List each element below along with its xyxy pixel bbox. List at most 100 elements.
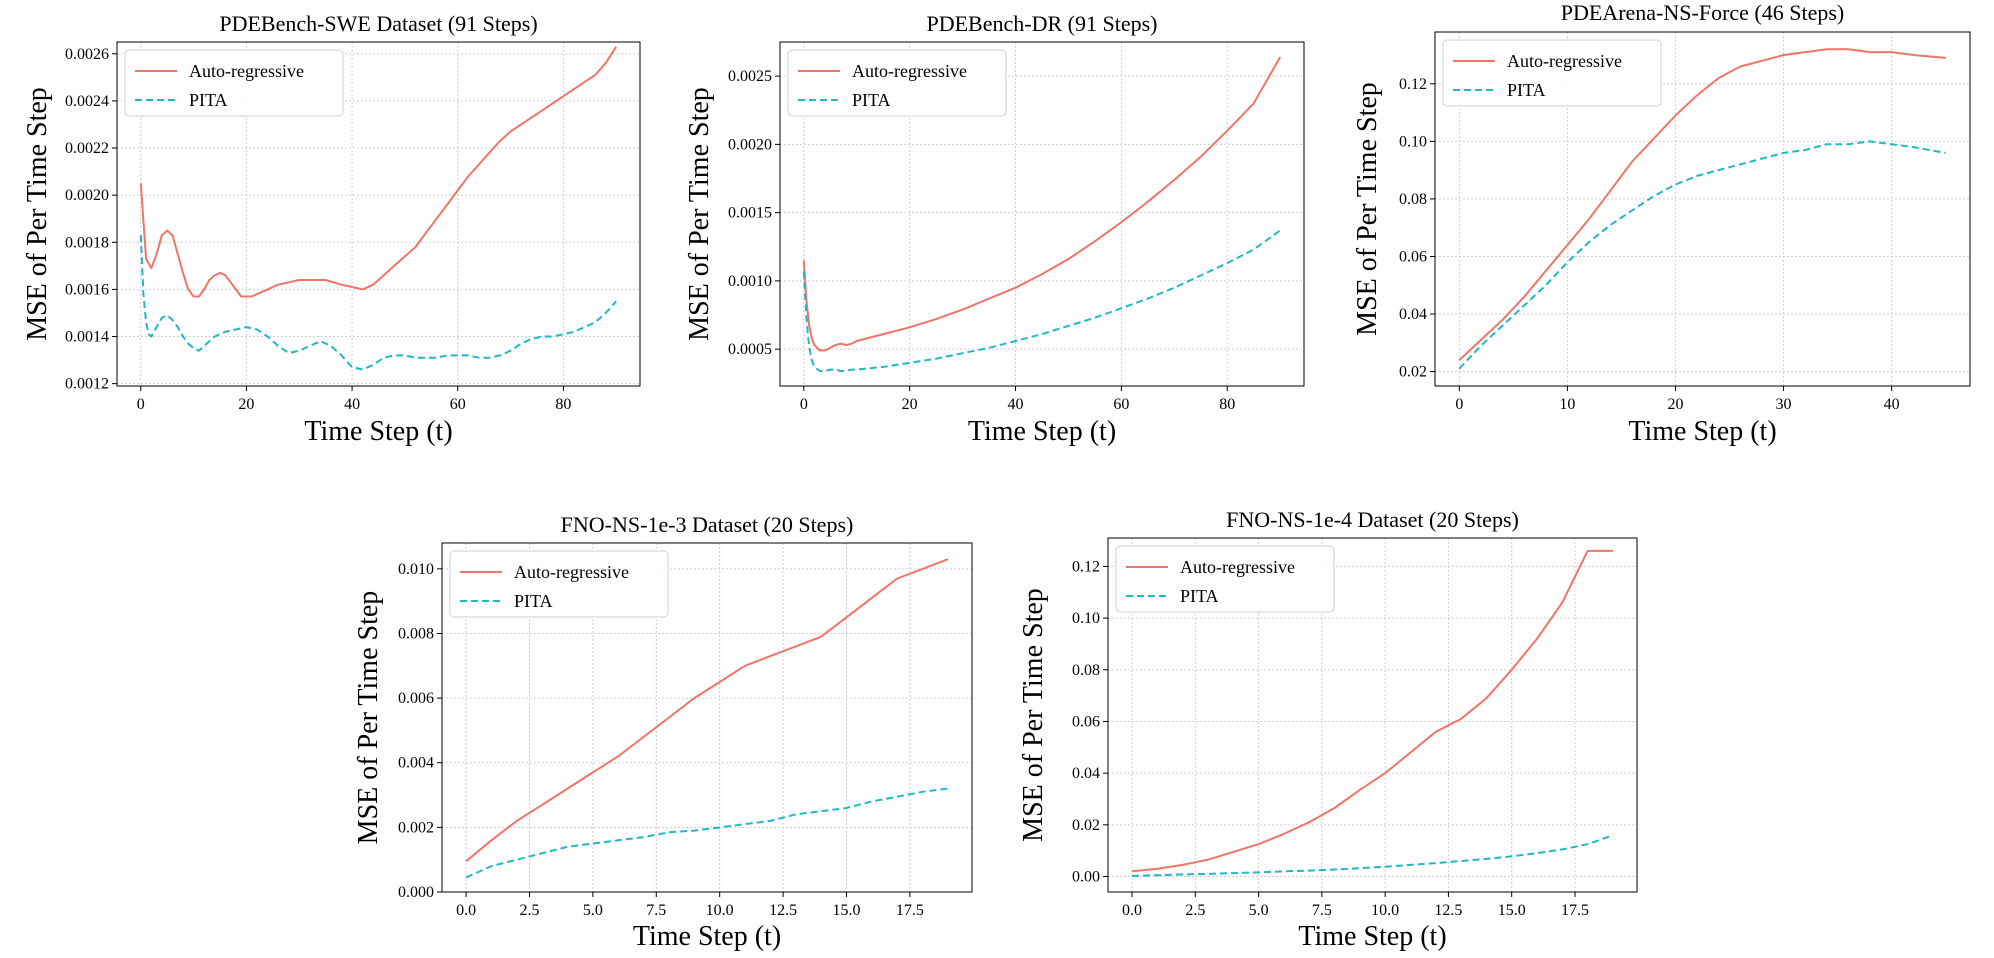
series-line-pita bbox=[465, 787, 949, 879]
y-tick-label: 0.0022 bbox=[65, 140, 109, 157]
x-tick-label: 30 bbox=[1776, 396, 1792, 413]
y-axis-label: MSE of Per Time Step bbox=[1352, 82, 1383, 336]
y-tick-label: 0.0020 bbox=[728, 136, 772, 153]
chart-title: PDEBench-SWE Dataset (91 Steps) bbox=[219, 11, 537, 36]
x-tick-label: 10 bbox=[1559, 396, 1575, 413]
y-tick-label: 0.010 bbox=[398, 561, 434, 578]
series-line-autoregressive bbox=[1131, 549, 1613, 873]
axes-frame bbox=[441, 542, 973, 893]
x-tick-label: 15.0 bbox=[1498, 902, 1526, 919]
series-line-pita bbox=[139, 235, 617, 371]
y-tick-label: 0.002 bbox=[398, 819, 434, 836]
legend-box bbox=[787, 49, 1007, 117]
chart-title: FNO-NS-1e-4 Dataset (20 Steps) bbox=[1226, 507, 1519, 532]
x-tick-label: 80 bbox=[555, 396, 571, 413]
axes-frame bbox=[1107, 537, 1638, 893]
x-tick-label: 0 bbox=[137, 396, 145, 413]
y-tick-label: 0.0005 bbox=[728, 341, 772, 358]
series-line-autoregressive bbox=[802, 56, 1282, 352]
x-tick-label: 40 bbox=[344, 396, 360, 413]
x-tick-label: 0.0 bbox=[1122, 902, 1142, 919]
y-tick-label: 0.0026 bbox=[65, 46, 109, 63]
legend-label-pita: PITA bbox=[189, 90, 228, 110]
x-tick-label: 5.0 bbox=[583, 902, 603, 919]
series-line-autoregressive bbox=[465, 558, 949, 863]
y-tick-label: 0.0015 bbox=[728, 205, 772, 222]
y-tick-label: 0.08 bbox=[1399, 191, 1427, 208]
legend-label-pita: PITA bbox=[1180, 586, 1219, 606]
y-tick-label: 0.10 bbox=[1399, 133, 1427, 150]
x-tick-label: 7.5 bbox=[646, 902, 666, 919]
chart-panel-1: 0 20 40 60 80 0.0012 0.0014 0.0016 0.0018 0.0020 0… bbox=[22, 11, 641, 447]
legend-box bbox=[1115, 545, 1335, 613]
x-axis-label: Time Step (t) bbox=[633, 921, 781, 952]
axes-frame bbox=[779, 41, 1305, 387]
series-line-pita bbox=[802, 229, 1281, 372]
x-tick-label: 7.5 bbox=[1312, 902, 1332, 919]
y-tick-label: 0.004 bbox=[398, 755, 434, 772]
y-axis-label: MSE of Per Time Step bbox=[22, 87, 53, 341]
x-tick-label: 12.5 bbox=[769, 902, 797, 919]
y-tick-label: 0.0016 bbox=[65, 281, 109, 298]
x-tick-label: 15.0 bbox=[832, 902, 860, 919]
chart-panel-3: 0 10 20 30 40 0.02 0.04 0.06 0.08 0.10 0.12 PDEAren… bbox=[1352, 0, 1971, 447]
x-axis-label: Time Step (t) bbox=[1628, 416, 1776, 447]
series-line-autoregressive bbox=[1458, 48, 1946, 361]
x-tick-label: 20 bbox=[1667, 396, 1683, 413]
x-tick-label: 40 bbox=[1884, 396, 1900, 413]
y-tick-label: 0.0025 bbox=[728, 68, 772, 85]
x-tick-label: 80 bbox=[1219, 396, 1235, 413]
chart-panel-5: 0.0 2.5 5.0 7.5 10.0 12.5 15.0 17.5 0.00 0.02 0.04… bbox=[1018, 507, 1638, 952]
x-tick-label: 10.0 bbox=[706, 902, 734, 919]
x-tick-label: 5.0 bbox=[1249, 902, 1269, 919]
y-axis-label: MSE of Per Time Step bbox=[1018, 588, 1049, 842]
y-tick-label: 0.0014 bbox=[65, 329, 109, 346]
legend-box bbox=[1442, 39, 1662, 107]
y-tick-label: 0.000 bbox=[398, 884, 434, 901]
legend-box bbox=[124, 49, 344, 117]
chart-panel-2: 0 20 40 60 80 0.0005 0.0010 0.0015 0.0020 0.0025 P… bbox=[684, 11, 1305, 447]
legend-box bbox=[449, 550, 669, 618]
y-tick-label: 0.008 bbox=[398, 625, 434, 642]
y-tick-label: 0.04 bbox=[1399, 306, 1427, 323]
legend-label-autoregressive: Auto-regressive bbox=[1180, 557, 1295, 577]
x-tick-label: 2.5 bbox=[519, 902, 539, 919]
y-tick-label: 0.00 bbox=[1072, 868, 1100, 885]
y-tick-label: 0.0012 bbox=[65, 376, 109, 393]
axes-frame bbox=[1434, 31, 1971, 387]
y-tick-label: 0.10 bbox=[1072, 610, 1100, 627]
x-tick-label: 60 bbox=[450, 396, 466, 413]
chart-title: PDEBench-DR (91 Steps) bbox=[927, 11, 1158, 36]
x-tick-label: 20 bbox=[902, 396, 918, 413]
y-tick-label: 0.04 bbox=[1072, 765, 1100, 782]
x-axis-label: Time Step (t) bbox=[968, 416, 1116, 447]
x-tick-label: 2.5 bbox=[1185, 902, 1205, 919]
y-tick-label: 0.12 bbox=[1072, 558, 1100, 575]
y-tick-label: 0.02 bbox=[1072, 817, 1100, 834]
x-tick-label: 40 bbox=[1008, 396, 1024, 413]
x-axis-label: Time Step (t) bbox=[1298, 921, 1446, 952]
chart-title: FNO-NS-1e-3 Dataset (20 Steps) bbox=[561, 512, 854, 537]
x-tick-label: 20 bbox=[238, 396, 254, 413]
legend-label-pita: PITA bbox=[852, 90, 891, 110]
x-tick-label: 17.5 bbox=[896, 902, 924, 919]
x-tick-label: 0 bbox=[1455, 396, 1463, 413]
y-axis-label: MSE of Per Time Step bbox=[684, 87, 715, 341]
y-axis-label: MSE of Per Time Step bbox=[353, 591, 384, 845]
chart-panel-4: 0.0 2.5 5.0 7.5 10.0 12.5 15.0 17.5 0.000 0.002 0.… bbox=[353, 512, 973, 952]
y-tick-label: 0.0024 bbox=[65, 93, 109, 110]
series-line-pita bbox=[1131, 834, 1614, 877]
y-tick-label: 0.0020 bbox=[65, 187, 109, 204]
chart-title: PDEArena-NS-Force (46 Steps) bbox=[1561, 0, 1845, 25]
x-tick-label: 0.0 bbox=[456, 902, 476, 919]
y-tick-label: 0.12 bbox=[1399, 76, 1427, 93]
x-tick-label: 10.0 bbox=[1371, 902, 1399, 919]
y-tick-label: 0.006 bbox=[398, 690, 434, 707]
y-tick-label: 0.06 bbox=[1399, 248, 1427, 265]
x-axis-label: Time Step (t) bbox=[304, 416, 452, 447]
legend-label-pita: PITA bbox=[1507, 80, 1546, 100]
x-tick-label: 17.5 bbox=[1561, 902, 1589, 919]
y-tick-label: 0.02 bbox=[1399, 364, 1427, 381]
x-tick-label: 12.5 bbox=[1434, 902, 1462, 919]
